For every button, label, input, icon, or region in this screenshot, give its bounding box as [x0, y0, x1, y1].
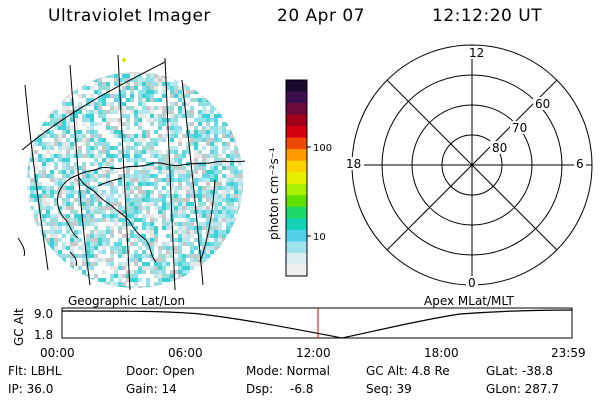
colorbar-cell: [286, 172, 307, 185]
mlt-label-6: 6: [576, 157, 584, 171]
geographic-image: [17, 54, 246, 291]
status-seq: Seq: 39: [366, 382, 412, 396]
status-dsp-label: Dsp:: [246, 382, 274, 396]
colorbar-cell: [286, 160, 307, 173]
coastline: [17, 160, 246, 267]
mlt-label-12: 12: [469, 46, 484, 60]
colorbar-cell: [286, 264, 307, 277]
status-glat: GLat: -38.8: [486, 364, 553, 378]
colorbar-cell: [286, 114, 307, 127]
status-dsp-value: -6.8: [290, 382, 314, 396]
y-axis-label: GC Alt: [12, 308, 26, 346]
colorbar-tick-100: 100: [313, 143, 332, 154]
colorbar-cell: [286, 218, 307, 231]
marker-dot: [122, 58, 126, 62]
colorbar-cell: [286, 80, 307, 93]
status-gc-alt: GC Alt: 4.8 Re: [366, 364, 450, 378]
status-ip: IP: 36.0: [8, 382, 54, 396]
colorbar-cell: [286, 91, 307, 104]
colorbar-cell: [286, 206, 307, 219]
timeline-right-title: Apex MLat/MLT: [424, 294, 514, 308]
y-tick-9: 9.0: [34, 307, 53, 321]
colorbar-cell: [286, 195, 307, 208]
mlat-label-80: 80: [492, 141, 507, 155]
x-tick-1800: 18:00: [424, 346, 459, 360]
mlat-label-60: 60: [535, 97, 550, 111]
colorbar-cell: [286, 149, 307, 162]
status-gain: Gain: 14: [126, 382, 177, 396]
x-tick-0000: 00:00: [40, 346, 75, 360]
colorbar-cell: [286, 183, 307, 196]
color-bar: 100 10 photon cm⁻²s⁻¹: [267, 79, 332, 277]
polar-grid: [351, 44, 593, 286]
timeline-left-title: Geographic Lat/Lon: [68, 294, 185, 308]
mlt-label-18: 18: [346, 157, 361, 171]
graticule: [21, 54, 216, 291]
altitude-curve: [61, 309, 573, 339]
time-label: 12:12:20 UT: [432, 6, 543, 26]
status-mode: Mode: Normal: [246, 364, 330, 378]
colorbar-cell: [286, 241, 307, 254]
colorbar-cell: [286, 252, 307, 266]
status-filter: Flt: LBHL: [8, 364, 62, 378]
x-tick-1200: 12:00: [296, 346, 331, 360]
instrument-title: Ultraviolet Imager: [48, 6, 211, 26]
colorbar-cell: [286, 229, 307, 243]
altitude-timeline: Geographic Lat/Lon Apex MLat/MLT 9.0 1.8…: [12, 294, 586, 360]
colorbar-cell: [286, 137, 307, 150]
date-label: 20 Apr 07: [277, 6, 365, 26]
x-tick-2359: 23:59: [551, 346, 586, 360]
colorbar-cell: [286, 126, 307, 139]
mlat-label-70: 70: [512, 121, 527, 135]
y-tick-1.8: 1.8: [34, 328, 53, 342]
colorbar-unit-label: photon cm⁻²s⁻¹: [267, 147, 281, 240]
x-tick-0600: 06:00: [168, 346, 203, 360]
mlt-label-0: 0: [468, 276, 476, 290]
status-glon: GLon: 287.7: [486, 382, 559, 396]
colorbar-tick-10: 10: [313, 232, 326, 243]
colorbar-cell: [286, 103, 307, 116]
status-door: Door: Open: [126, 364, 195, 378]
